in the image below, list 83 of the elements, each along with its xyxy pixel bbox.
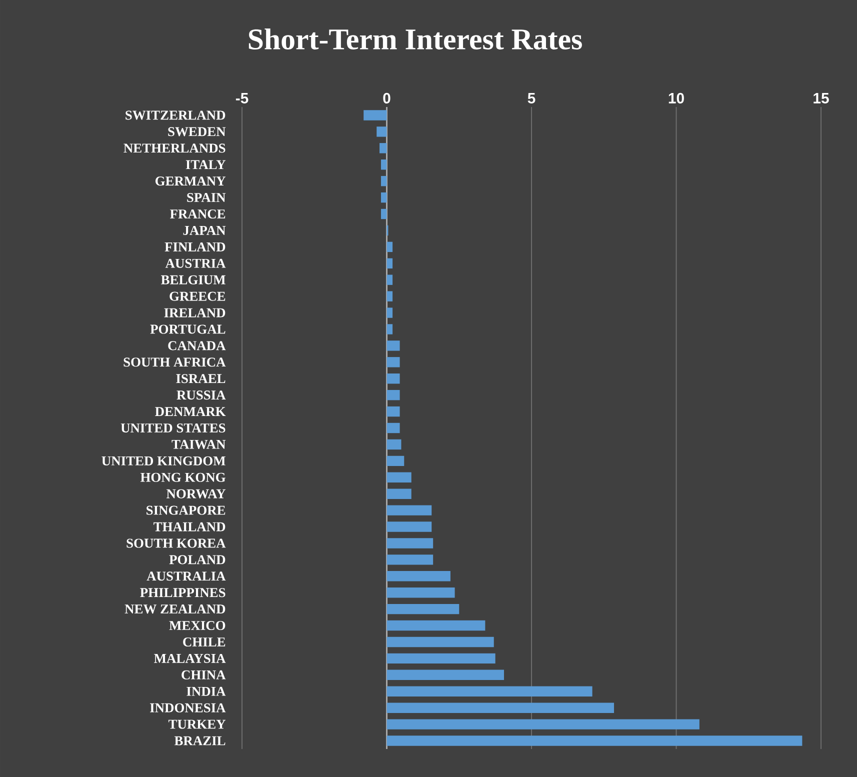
y-tick-label: FINLAND xyxy=(164,242,226,252)
bar xyxy=(386,604,460,614)
x-tick-label: 10 xyxy=(668,92,684,104)
y-tick-label: NETHERLANDS xyxy=(124,144,226,153)
bar xyxy=(386,274,393,285)
bar xyxy=(386,374,400,384)
y-tick-label: SWEDEN xyxy=(168,127,226,136)
bar xyxy=(386,686,592,696)
x-tick-label: -5 xyxy=(236,93,248,104)
bar xyxy=(380,208,387,220)
bar xyxy=(386,620,486,631)
y-tick-label: INDONESIA xyxy=(150,703,226,712)
bar xyxy=(376,126,387,137)
y-tick-label: GERMANY xyxy=(155,176,226,186)
bar xyxy=(386,439,402,450)
y-tick-label: BRAZIL xyxy=(174,736,226,746)
y-tick-label: MALAYSIA xyxy=(154,654,226,663)
y-tick-label: CHILE xyxy=(183,637,226,647)
y-tick-label: THAILAND xyxy=(154,522,226,532)
bar xyxy=(386,588,455,598)
bar xyxy=(386,719,700,730)
y-tick-label: GREECE xyxy=(170,292,226,301)
bar xyxy=(386,291,393,302)
bar xyxy=(380,192,387,203)
bar xyxy=(380,160,387,170)
y-tick-label: SOUTH AFRICA xyxy=(124,358,226,367)
x-tick-label: 5 xyxy=(528,93,536,104)
y-tick-label: ISRAEL xyxy=(176,374,226,384)
y-tick-label: NORWAY xyxy=(166,489,226,498)
y-tick-label: SINGAPORE xyxy=(146,506,226,515)
y-tick-label: CHINA xyxy=(182,670,226,680)
bar xyxy=(386,406,400,417)
bar xyxy=(380,143,387,154)
bar xyxy=(380,176,387,186)
y-tick-label: UNITED STATES xyxy=(120,423,226,433)
y-tick-label: POLAND xyxy=(169,555,226,564)
y-tick-label: NEW ZEALAND xyxy=(124,604,226,614)
bar xyxy=(386,522,432,532)
y-tick-label: PHILIPPINES xyxy=(140,588,226,598)
y-tick-label: ITALY xyxy=(186,160,226,170)
y-tick-label: JAPAN xyxy=(183,226,226,235)
y-tick-label: INDIA xyxy=(186,686,226,696)
y-tick-label: AUSTRALIA xyxy=(146,572,226,581)
y-tick-label: SWITZERLAND xyxy=(126,110,226,120)
bar xyxy=(386,324,393,334)
y-tick-label: IRELAND xyxy=(164,308,226,318)
y-tick-label: HONG KONG xyxy=(140,472,226,482)
y-tick-label: SPAIN xyxy=(187,193,226,202)
y-tick-label: TAIWAN xyxy=(172,440,226,449)
bar xyxy=(364,110,387,120)
y-tick-label: TURKEY xyxy=(168,720,226,729)
bar xyxy=(386,670,504,680)
bar xyxy=(386,488,412,499)
bar xyxy=(386,505,432,516)
x-tick-label: 0 xyxy=(383,92,390,104)
bar xyxy=(386,571,450,582)
bar xyxy=(386,390,400,400)
y-tick-label: DENMARK xyxy=(155,407,226,416)
bar xyxy=(386,357,400,368)
y-tick-label: AUSTRIA xyxy=(165,258,226,268)
y-tick-label: PORTUGAL xyxy=(150,324,226,334)
chart-title: Short-Term Interest Rates xyxy=(248,28,582,50)
y-tick-label: SOUTH KOREA xyxy=(126,538,226,548)
bar xyxy=(386,538,434,548)
bar xyxy=(386,456,404,466)
y-tick-label: CANADA xyxy=(168,341,226,350)
bar xyxy=(386,636,494,648)
bar xyxy=(386,308,393,318)
y-tick-label: MEXICO xyxy=(169,621,226,630)
bar xyxy=(386,258,393,268)
bar xyxy=(386,702,614,713)
bar xyxy=(386,736,802,746)
y-tick-label: BELGIUM xyxy=(161,275,226,284)
bar xyxy=(386,242,393,252)
bar xyxy=(386,554,434,565)
bar xyxy=(386,340,400,351)
bar xyxy=(386,422,400,434)
y-tick-label: FRANCE xyxy=(170,209,226,219)
y-tick-label: UNITED KINGDOM xyxy=(102,456,226,466)
bar xyxy=(386,653,496,664)
x-tick-label: 15 xyxy=(814,93,829,104)
bar xyxy=(386,472,412,482)
y-tick-label: RUSSIA xyxy=(176,390,226,400)
